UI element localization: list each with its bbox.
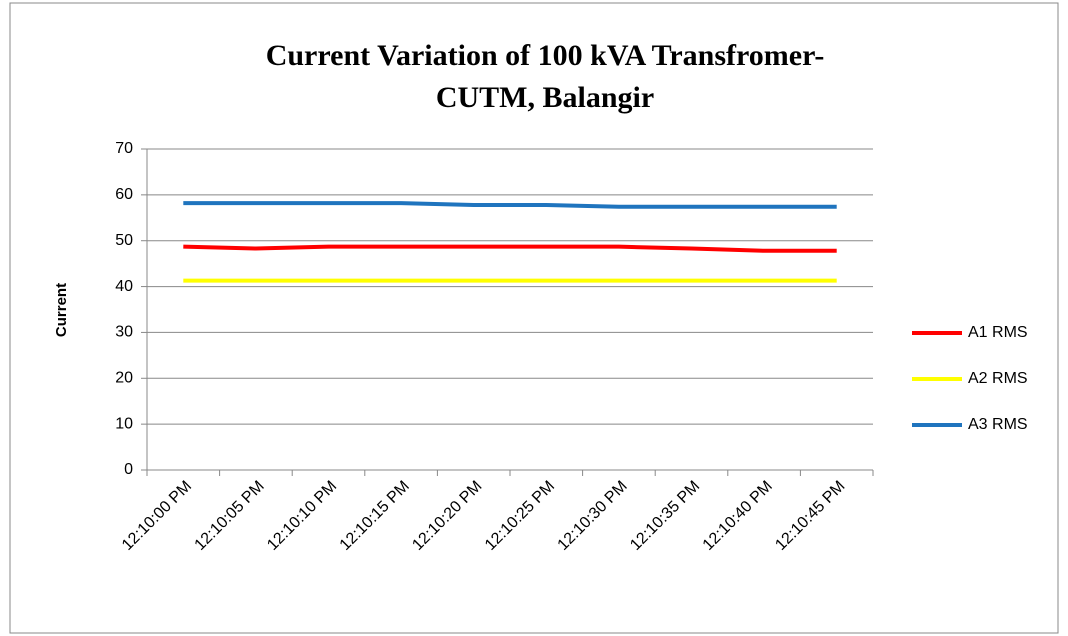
chart-title: Current Variation of 100 kVA Transfromer… <box>266 39 825 72</box>
y-tick-label: 70 <box>115 140 133 157</box>
chart-border <box>9 2 1059 634</box>
chart-title: CUTM, Balangir <box>436 81 654 114</box>
y-tick-label: 50 <box>115 232 133 249</box>
legend-label: A2 RMS <box>968 370 1028 387</box>
y-tick-label: 30 <box>115 324 133 341</box>
series-line <box>183 201 837 209</box>
legend-label: A1 RMS <box>968 324 1028 341</box>
y-tick-label: 20 <box>115 370 133 387</box>
y-tick-label: 40 <box>115 278 133 295</box>
y-tick-label: 60 <box>115 186 133 203</box>
y-tick-label: 10 <box>115 415 133 432</box>
legend-label: A3 RMS <box>968 416 1028 433</box>
series-line <box>183 244 837 253</box>
y-tick-label: 0 <box>124 461 133 478</box>
y-axis-title: Current <box>53 283 70 337</box>
